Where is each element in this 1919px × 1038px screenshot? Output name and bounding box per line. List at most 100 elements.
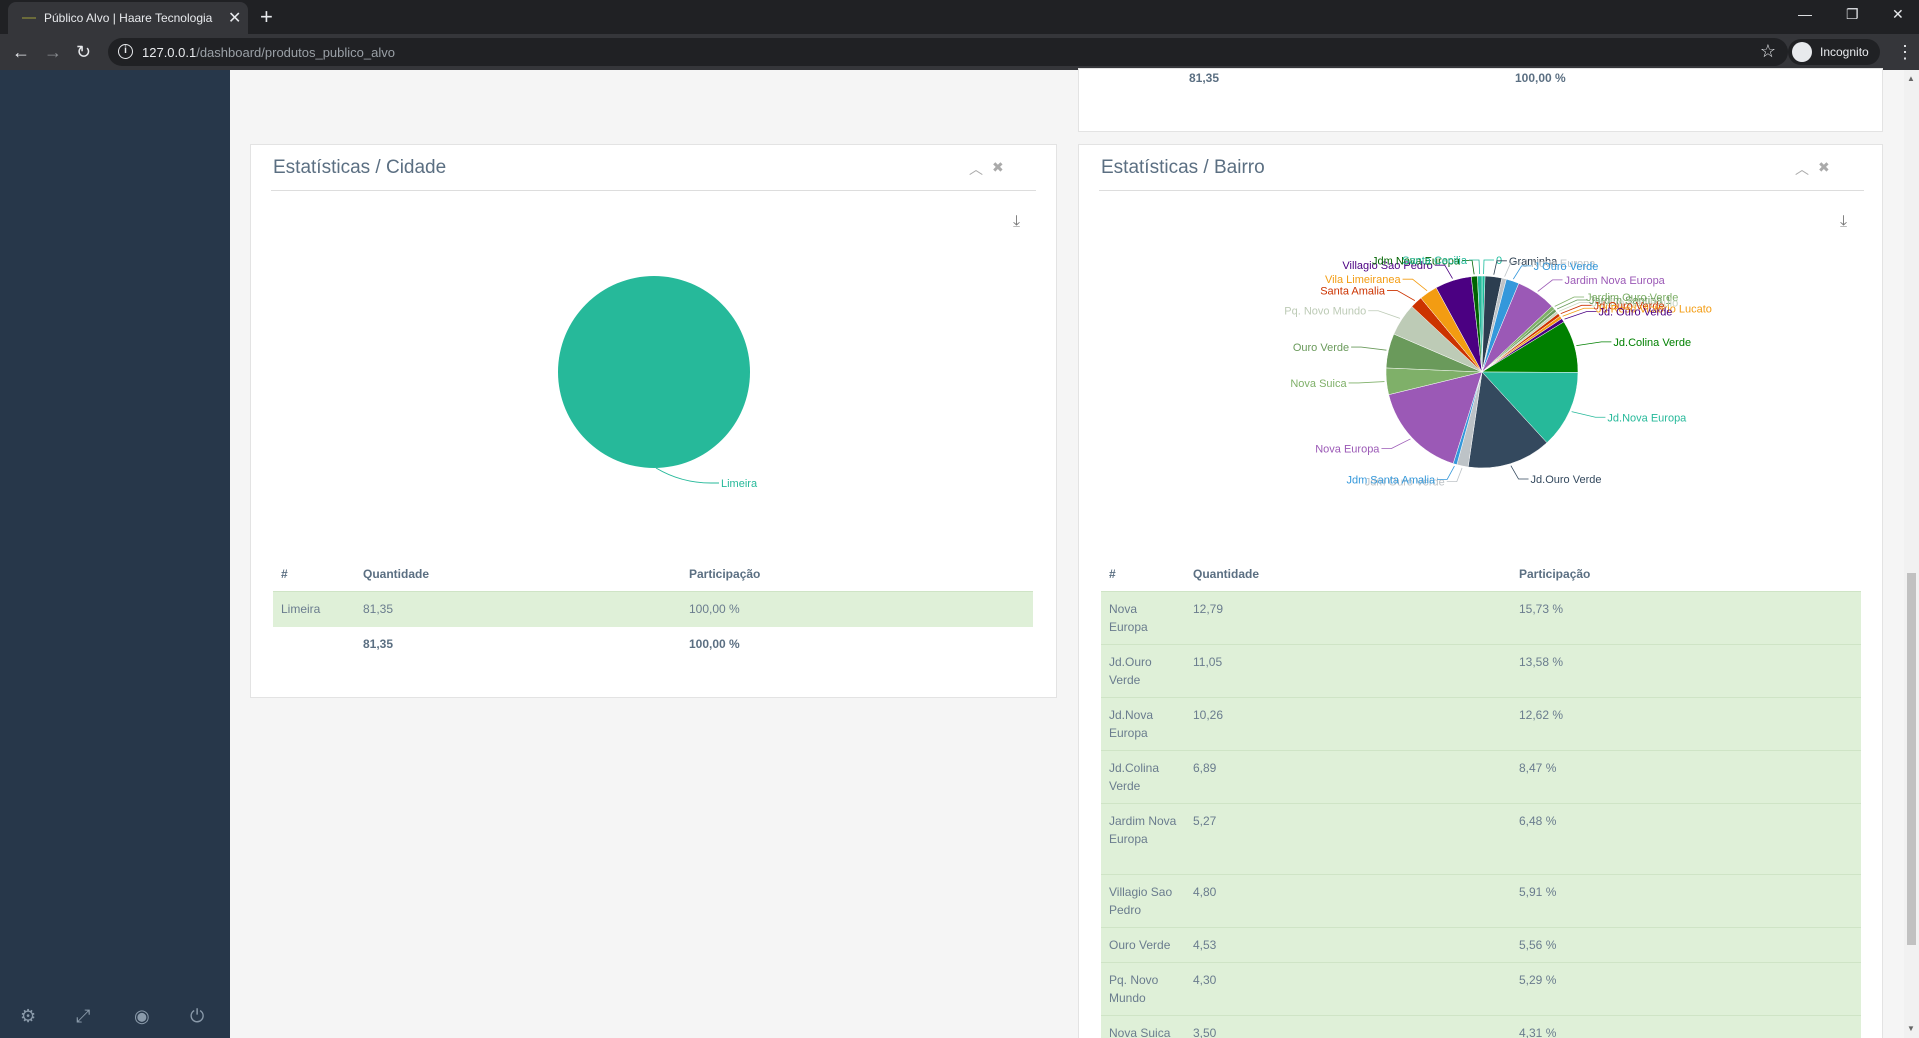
info-icon[interactable]: i [118,44,133,59]
close-tab-icon[interactable]: ✕ [228,10,242,27]
column-header-participacao: Participação [1519,567,1591,581]
collapse-icon[interactable]: ︿ [969,161,983,177]
pie-label-limeira: Limeira [721,478,758,490]
pie-slice[interactable] [1388,371,1483,464]
table-row[interactable]: Jd.Ouro Verde 11,05 13,58 % [1101,644,1861,697]
pie-label: Jd Ouro Verde [1594,300,1665,312]
row-participacao: 8,47 % [1519,761,1557,775]
pie-label-leader [1564,311,1597,320]
pie-label: Jardim Ouro Verde [1586,292,1678,304]
table-row[interactable]: Jd.Colina Verde 6,89 8,47 % [1101,750,1861,803]
reload-icon[interactable]: ↻ [76,42,92,62]
pie-label-leader [1510,465,1529,480]
fullscreen-icon[interactable]: ⤢ [76,1006,91,1026]
pie-label-leader [1554,296,1585,307]
pie-label-leader [1469,259,1481,275]
pie-label-leader [1537,279,1563,292]
pie-label-leader [1437,465,1455,480]
pie-label: Villagio Sao Pedro [1342,260,1432,272]
pie-label: Jd.Nova Europa [1607,412,1687,424]
row-participacao: 5,29 % [1519,973,1557,987]
pie-label: Jd.Ouro Verde [1531,474,1602,486]
settings-gear-icon[interactable]: ⚙ [20,1006,37,1026]
table-row[interactable]: Jd.Nova Europa 10,26 12,62 % [1101,697,1861,750]
download-icon[interactable]: ⤓ [1013,213,1021,230]
url-text: 127.0.0.1/dashboard/produtos_publico_alv… [142,45,395,60]
panel-divider [1099,190,1864,191]
collapse-icon[interactable]: ︿ [1795,161,1809,177]
scroll-down-icon[interactable]: ▼ [1907,1024,1915,1033]
new-tab-icon[interactable]: + [260,4,273,29]
window-close-icon[interactable]: ✕ [1892,6,1904,22]
page-scrollbar[interactable]: ▲ ▼ [1904,70,1919,1038]
row-participacao: 4,31 % [1519,1026,1557,1038]
table-row[interactable]: Limeira 81,35 100,00 % [273,591,1033,627]
tab-title: Público Alvo | Haare Tecnologia [44,11,213,25]
address-bar[interactable]: i 127.0.0.1/dashboard/produtos_publico_a… [108,38,1788,66]
row-participacao: 100,00 % [689,602,740,616]
row-name: Pq. Novo Mundo [1109,973,1159,1005]
pie-label-leader [1387,290,1416,301]
pie-label: Jd. Ouro Verde [1598,307,1672,319]
browser-menu-icon[interactable]: ⋮ [1896,42,1914,62]
row-name: Ouro Verde [1109,938,1171,952]
row-participacao: 15,73 % [1519,602,1564,616]
row-participacao: 5,56 % [1519,938,1557,952]
row-quantidade: 4,53 [1193,938,1217,952]
table-row[interactable]: Ouro Verde 4,53 5,56 % [1101,927,1861,962]
scroll-up-icon[interactable]: ▲ [1907,74,1915,83]
table-row[interactable]: Nova Suica 3,50 4,31 % [1101,1015,1861,1038]
pie-label: Jdm Nova Europa [1372,255,1461,267]
bookmark-star-icon[interactable]: ☆ [1759,41,1776,61]
cidade-pie-chart: Limeira [558,276,758,490]
row-quantidade: 3,50 [1193,1026,1217,1038]
previous-total-quantidade: 81,35 [1189,71,1220,85]
restore-icon[interactable]: ❐ [1846,6,1859,22]
pie-label: J Nova Europa [1523,258,1597,270]
pie-label: Vila Limeiranea [1325,274,1402,286]
pie-label-leader [1556,299,1588,310]
row-quantidade: 81,35 [363,602,394,616]
row-name: Jd.Nova Europa [1109,708,1154,740]
hide-eye-icon[interactable]: ◉ [134,1006,150,1026]
forward-icon[interactable]: → [44,42,62,62]
pie-slice[interactable] [1481,371,1579,444]
download-icon[interactable]: ⤓ [1840,213,1848,230]
pie-label-leader [1368,310,1401,319]
table-row[interactable]: Jardim Nova Europa 5,27 6,48 % [1101,803,1861,874]
row-name: Jardim Nova Europa [1109,814,1177,846]
minimize-icon[interactable]: — [1798,6,1812,22]
sidebar: ⚙ ⤢ ◉ ⏻ [0,70,230,1038]
pie-label: Santa Amalia [1320,285,1386,297]
incognito-badge[interactable]: Incognito [1788,39,1880,65]
row-name: Nova Suica [1109,1026,1171,1038]
row-name: Nova Europa [1109,602,1148,634]
row-participacao: 5,91 % [1519,885,1557,899]
scroll-thumb[interactable] [1907,573,1916,945]
pie-slice[interactable] [1467,371,1548,469]
row-name: Jd.Ouro Verde [1109,655,1152,687]
close-panel-icon[interactable]: ✖ [1818,159,1830,175]
pie-slice[interactable] [1477,275,1483,373]
row-quantidade: 4,30 [1193,973,1217,987]
pie-label-leader [1562,307,1594,317]
row-name: Villagio Sao Pedro [1109,885,1173,917]
browser-toolbar: ← → ↻ i 127.0.0.1/dashboard/produtos_pub… [0,34,1919,70]
close-panel-icon[interactable]: ✖ [992,159,1004,175]
column-header-name: # [1109,567,1116,581]
table-row[interactable]: Nova Europa 12,79 15,73 % [1101,591,1861,644]
table-row[interactable]: Pq. Novo Mundo 4,30 5,29 % [1101,962,1861,1015]
cidade-panel: Estatísticas / Cidade ︿ ✖ ⤓ Limeira # Qu… [250,144,1057,698]
row-quantidade: 4,80 [1193,885,1217,899]
panel-title: Estatísticas / Bairro [1101,157,1265,178]
back-icon[interactable]: ← [12,42,30,62]
row-name: Limeira [281,602,321,616]
pie-label: Nova Europa [1315,444,1380,456]
power-icon[interactable]: ⏻ [190,1006,205,1026]
pie-label: Ouro Verde [1293,342,1349,354]
browser-tab[interactable]: Público Alvo | Haare Tecnologia ✕ [8,2,248,34]
pie-label-leader [1402,278,1428,292]
main-content: 81,35 100,00 % Estatísticas / Cidade ︿ ✖… [230,68,1919,1038]
table-row[interactable]: Villagio Sao Pedro 4,80 5,91 % [1101,874,1861,927]
